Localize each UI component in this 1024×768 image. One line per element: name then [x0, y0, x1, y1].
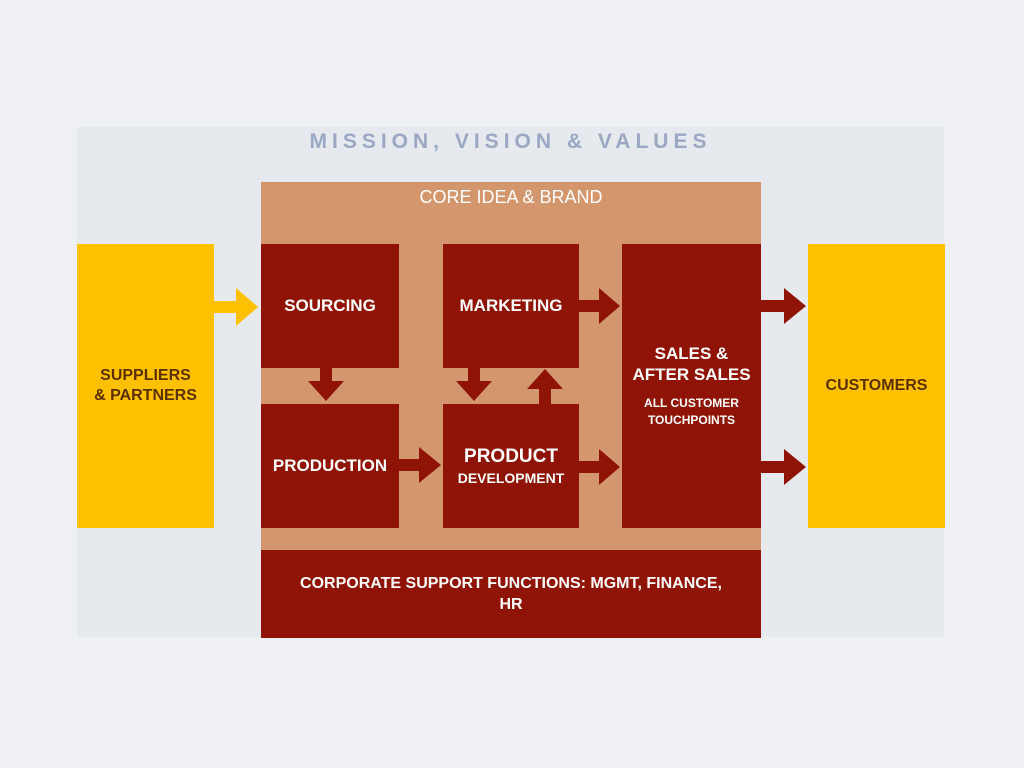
arrow-sourcing-to-production — [308, 368, 344, 401]
suppliers-partners-box: SUPPLIERS & PARTNERS — [77, 244, 214, 528]
production-label: PRODUCTION — [272, 456, 388, 475]
product-label: PRODUCT — [464, 446, 558, 467]
development-label: DEVELOPMENT — [457, 470, 565, 486]
suppliers-partners-label: SUPPLIERS & PARTNERS — [94, 367, 197, 404]
marketing-box: MARKETING — [443, 244, 579, 368]
corporate-support-box: CORPORATE SUPPORT FUNCTIONS: MGMT, FINAN… — [261, 550, 761, 638]
arrow-product-development-to-sales — [579, 449, 620, 485]
arrow-product-development-to-marketing — [527, 369, 563, 404]
customers-label: CUSTOMERS — [825, 377, 928, 394]
product-development-box: PRODUCT DEVELOPMENT — [443, 404, 579, 528]
customers-box: CUSTOMERS — [808, 244, 945, 528]
sales-after-sales-box: SALES & AFTER SALES ALL CUSTOMER TOUCHPO… — [622, 244, 761, 528]
mission-vision-values-title: MISSION, VISION & VALUES — [309, 130, 712, 153]
arrow-marketing-to-sales — [579, 288, 620, 324]
sales-after-sales-label: SALES & AFTER SALES — [632, 344, 751, 384]
arrow-production-to-product-development — [399, 447, 441, 483]
arrow-sales-to-customers-bottom — [761, 449, 806, 485]
sourcing-label: SOURCING — [284, 296, 376, 315]
marketing-label: MARKETING — [459, 296, 563, 315]
core-idea-brand-title: CORE IDEA & BRAND — [419, 187, 603, 207]
all-customer-touchpoints-label: ALL CUSTOMER TOUCHPOINTS — [644, 396, 739, 427]
arrow-marketing-to-product-development — [456, 368, 492, 401]
arrow-sales-to-customers-top — [761, 288, 806, 324]
corporate-support-label: CORPORATE SUPPORT FUNCTIONS: MGMT, FINAN… — [300, 575, 722, 613]
arrow-suppliers-to-sourcing — [214, 288, 258, 326]
sourcing-box: SOURCING — [261, 244, 399, 368]
production-box: PRODUCTION — [261, 404, 399, 528]
